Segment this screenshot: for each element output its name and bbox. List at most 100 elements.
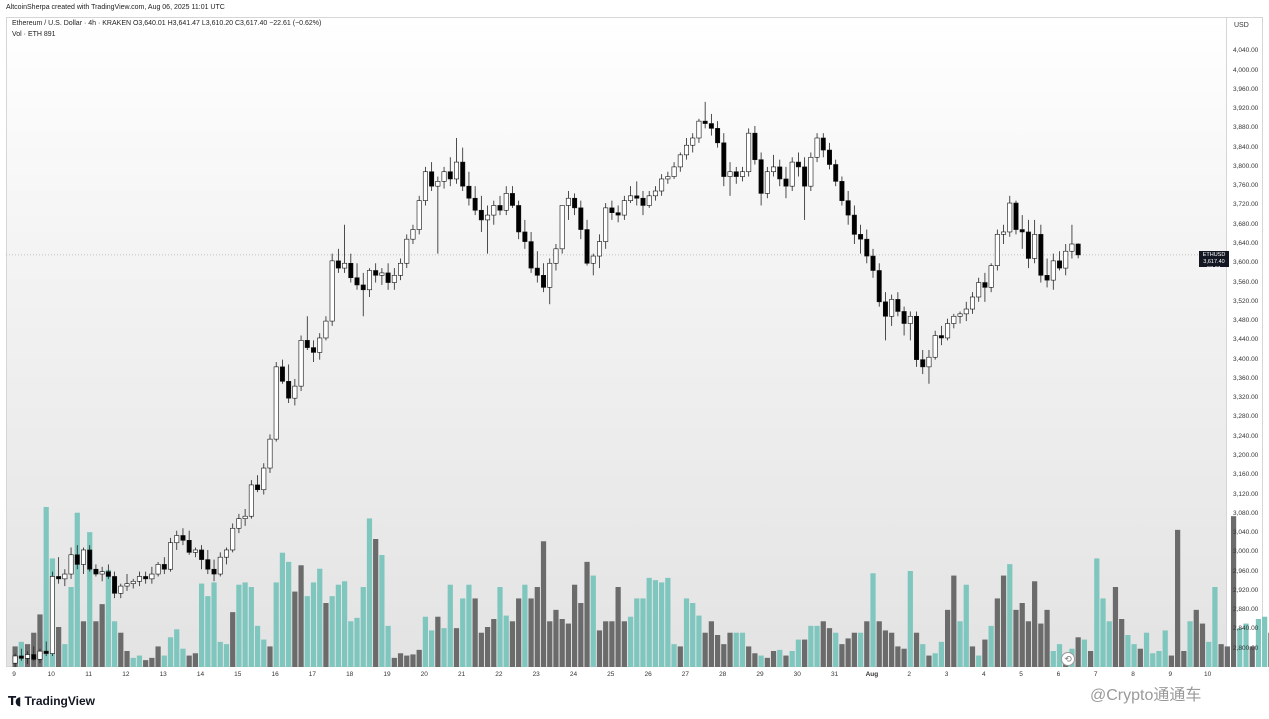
replay-icon[interactable]: ⟲ xyxy=(1061,652,1075,666)
candle-body xyxy=(186,540,192,553)
time-tick-label: 17 xyxy=(308,671,317,678)
chart-pane[interactable] xyxy=(6,17,1227,667)
volume-bar xyxy=(149,657,155,667)
volume-bar xyxy=(907,571,913,667)
candle-body xyxy=(298,340,304,387)
candle-body xyxy=(920,359,926,368)
time-tick-label: 23 xyxy=(532,671,540,678)
currency-label[interactable]: USD xyxy=(1234,22,1249,29)
time-tick-label: 19 xyxy=(383,671,391,678)
volume-bar xyxy=(167,637,174,667)
time-scale[interactable] xyxy=(6,667,1227,683)
volume-bar xyxy=(596,630,603,667)
volume-bar xyxy=(273,582,279,667)
volume-bar xyxy=(665,577,671,667)
candle-body xyxy=(547,262,553,288)
candle-body xyxy=(161,564,167,570)
volume-bar xyxy=(590,575,596,667)
candle-body xyxy=(379,272,385,276)
time-tick-label: 7 xyxy=(1093,671,1098,678)
volume-bar xyxy=(870,573,876,667)
volume-bar xyxy=(516,598,522,667)
volume-bar xyxy=(671,644,677,667)
volume-bar xyxy=(441,628,447,667)
volume-bar xyxy=(982,639,988,667)
volume-bar xyxy=(845,638,851,667)
candle-body xyxy=(279,366,285,382)
candle-body xyxy=(391,275,397,283)
volume-bar xyxy=(833,632,839,667)
volume-bar xyxy=(447,584,453,667)
candle-body xyxy=(615,212,621,216)
volume-bar xyxy=(68,587,74,667)
volume-bar xyxy=(1187,621,1193,667)
price-tick-label: 3,520.00 xyxy=(1233,297,1259,305)
watermark: @Crypto通通车 xyxy=(1090,687,1202,704)
volume-bar xyxy=(951,575,957,667)
candle-body xyxy=(541,275,547,288)
volume-bar xyxy=(248,587,254,667)
candle-body xyxy=(839,181,845,201)
candle-body xyxy=(68,554,74,575)
candle-body xyxy=(789,161,795,187)
candle-body xyxy=(522,231,528,242)
time-tick-label: 9 xyxy=(12,671,16,678)
volume-bar xyxy=(1131,644,1137,667)
volume-bar xyxy=(56,627,62,667)
candle-body xyxy=(180,535,186,541)
volume-bar xyxy=(1075,637,1081,667)
volume-bar xyxy=(1081,639,1087,667)
volume-bar xyxy=(292,591,298,667)
volume-bar xyxy=(994,598,1000,667)
candle-body xyxy=(366,270,372,291)
volume-bar xyxy=(143,660,149,667)
candle-body xyxy=(236,518,242,529)
candle-body xyxy=(976,282,982,298)
candle-body xyxy=(777,166,783,180)
volume-bar xyxy=(1119,619,1125,667)
time-tick-label: 11 xyxy=(85,671,92,678)
price-tick-label: 3,320.00 xyxy=(1233,394,1259,402)
volume-bar xyxy=(1044,609,1050,667)
volume-bar xyxy=(1249,646,1255,667)
price-tick-label: 3,640.00 xyxy=(1233,240,1259,247)
volume-bar xyxy=(802,639,808,667)
candle-body xyxy=(435,181,441,187)
volume-bar xyxy=(559,619,565,667)
candle-body xyxy=(889,299,895,317)
volume-bar xyxy=(889,632,895,667)
volume-bar xyxy=(1056,644,1063,667)
candle-body xyxy=(876,270,882,303)
volume-bar xyxy=(310,582,317,667)
volume-bar xyxy=(1007,564,1013,667)
price-tick-label: 3,040.00 xyxy=(1233,529,1259,537)
candle-body xyxy=(168,542,174,570)
volume-legend[interactable]: Vol · ETH 891 xyxy=(12,31,56,38)
candle-body xyxy=(914,315,920,360)
volume-bar xyxy=(758,655,764,667)
candle-body xyxy=(603,207,609,242)
candle-body xyxy=(1050,260,1056,281)
volume-bar xyxy=(186,655,192,667)
volume-bar xyxy=(397,653,404,667)
volume-bar xyxy=(491,619,497,667)
candle-body xyxy=(1063,250,1069,269)
volume-bar xyxy=(391,657,397,667)
volume-bar xyxy=(621,621,627,667)
candle-body xyxy=(12,655,18,664)
symbol-legend[interactable]: Ethereum / U.S. Dollar · 4h · KRAKEN O3,… xyxy=(12,20,322,27)
volume-bar xyxy=(969,646,976,667)
candle-body xyxy=(609,207,615,213)
volume-bar xyxy=(385,625,391,667)
candle-body xyxy=(404,238,410,264)
candle-body xyxy=(248,484,254,517)
candle-body xyxy=(130,580,136,584)
volume-bar xyxy=(1262,616,1268,667)
volume-bar xyxy=(721,644,727,667)
time-tick-label: 31 xyxy=(830,671,839,678)
candle-body xyxy=(559,205,565,250)
time-tick-label: 5 xyxy=(1019,671,1023,678)
time-tick-label: 18 xyxy=(346,671,354,678)
price-tick-label: 3,840.00 xyxy=(1233,143,1259,151)
candle-body xyxy=(590,255,596,264)
